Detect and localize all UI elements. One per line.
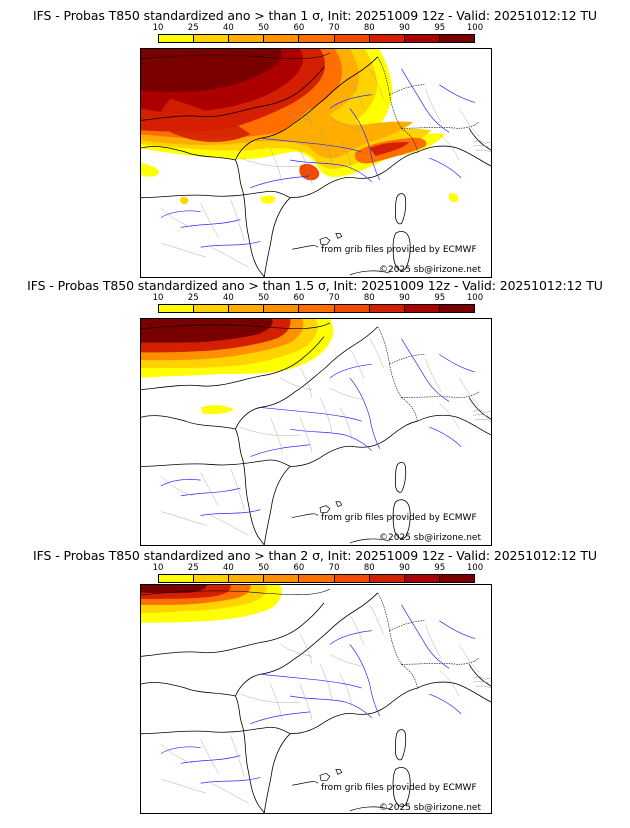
source-credit: from grib files provided by ECMWF [321,513,477,523]
colorbar-segment [299,35,335,42]
map-panel-2: IFS - Probas T850 standardized ano > tha… [0,278,630,548]
colorbar-tick: 10 [152,293,164,303]
source-credit: from grib files provided by ECMWF [321,783,477,793]
colorbar-tick: 10 [152,563,164,573]
colorbar-tick: 95 [434,293,446,303]
colorbar-tick: 60 [293,563,305,573]
probability-map: from grib files provided by ECMWF ©2025 … [140,318,492,546]
colorbar-tick: 25 [187,293,199,303]
colorbar-segment [159,575,195,582]
colorbar-segment [404,35,440,42]
colorbar-segment [439,35,474,42]
colorbar-tick: 40 [223,23,234,33]
colorbar-segment [159,35,195,42]
colorbar [158,574,475,583]
colorbar-tick: 95 [434,563,446,573]
map-canvas [141,49,491,277]
colorbar-segment [229,305,265,312]
colorbar [158,34,475,43]
colorbar-segment [194,35,230,42]
colorbar-tick: 40 [223,563,234,573]
copyright-credit: ©2025 sb@irizone.net [379,265,481,275]
colorbar-tick: 10 [152,23,164,33]
map-canvas [141,585,491,813]
panel-title: IFS - Probas T850 standardized ano > tha… [27,278,603,293]
source-credit: from grib files provided by ECMWF [321,245,477,255]
map-panel-3: IFS - Probas T850 standardized ano > tha… [0,548,630,818]
colorbar-segment [264,35,300,42]
colorbar-segment [334,575,370,582]
colorbar-tick: 90 [399,23,410,33]
colorbar-tick: 100 [466,563,484,573]
colorbar-tick: 25 [187,563,199,573]
colorbar-tick: 70 [328,23,340,33]
colorbar-segment [334,35,370,42]
colorbar-segment [369,305,405,312]
colorbar-tick: 60 [293,23,305,33]
map-panel-1: IFS - Probas T850 standardized ano > tha… [0,8,630,278]
colorbar-tick: 25 [187,23,199,33]
colorbar-tick: 100 [466,23,484,33]
colorbar-segment [334,305,370,312]
colorbar-ticks: 10 25 40 50 60 70 80 90 95 100 [153,23,484,34]
map-canvas [141,319,491,545]
colorbar-tick: 100 [466,293,484,303]
colorbar-segment [194,305,230,312]
colorbar-tick: 40 [223,293,234,303]
colorbar-segment [369,575,405,582]
copyright-credit: ©2025 sb@irizone.net [379,803,481,813]
colorbar-segment [404,575,440,582]
colorbar-tick: 50 [258,23,270,33]
colorbar-tick: 70 [328,293,340,303]
colorbar-tick: 95 [434,23,446,33]
colorbar-tick: 70 [328,563,340,573]
copyright-credit: ©2025 sb@irizone.net [379,533,481,543]
colorbar-tick: 80 [363,23,375,33]
colorbar-segment [264,575,300,582]
colorbar-ticks: 10 25 40 50 60 70 80 90 95 100 [153,293,484,304]
colorbar-segment [229,575,265,582]
probability-map: from grib files provided by ECMWF ©2025 … [140,48,492,278]
colorbar-tick: 50 [258,563,270,573]
colorbar [158,304,475,313]
colorbar-segment [194,575,230,582]
panel-title: IFS - Probas T850 standardized ano > tha… [33,548,597,563]
colorbar-segment [404,305,440,312]
panel-title: IFS - Probas T850 standardized ano > tha… [33,8,597,23]
colorbar-tick: 60 [293,293,305,303]
colorbar-segment [299,575,335,582]
colorbar-segment [299,305,335,312]
colorbar-tick: 80 [363,563,375,573]
colorbar-segment [264,305,300,312]
colorbar-segment [229,35,265,42]
colorbar-ticks: 10 25 40 50 60 70 80 90 95 100 [153,563,484,574]
colorbar-tick: 50 [258,293,270,303]
probability-map: from grib files provided by ECMWF ©2025 … [140,584,492,814]
colorbar-segment [159,305,195,312]
colorbar-segment [439,575,474,582]
colorbar-segment [439,305,474,312]
colorbar-segment [369,35,405,42]
colorbar-tick: 90 [399,563,410,573]
colorbar-tick: 90 [399,293,410,303]
colorbar-tick: 80 [363,293,375,303]
